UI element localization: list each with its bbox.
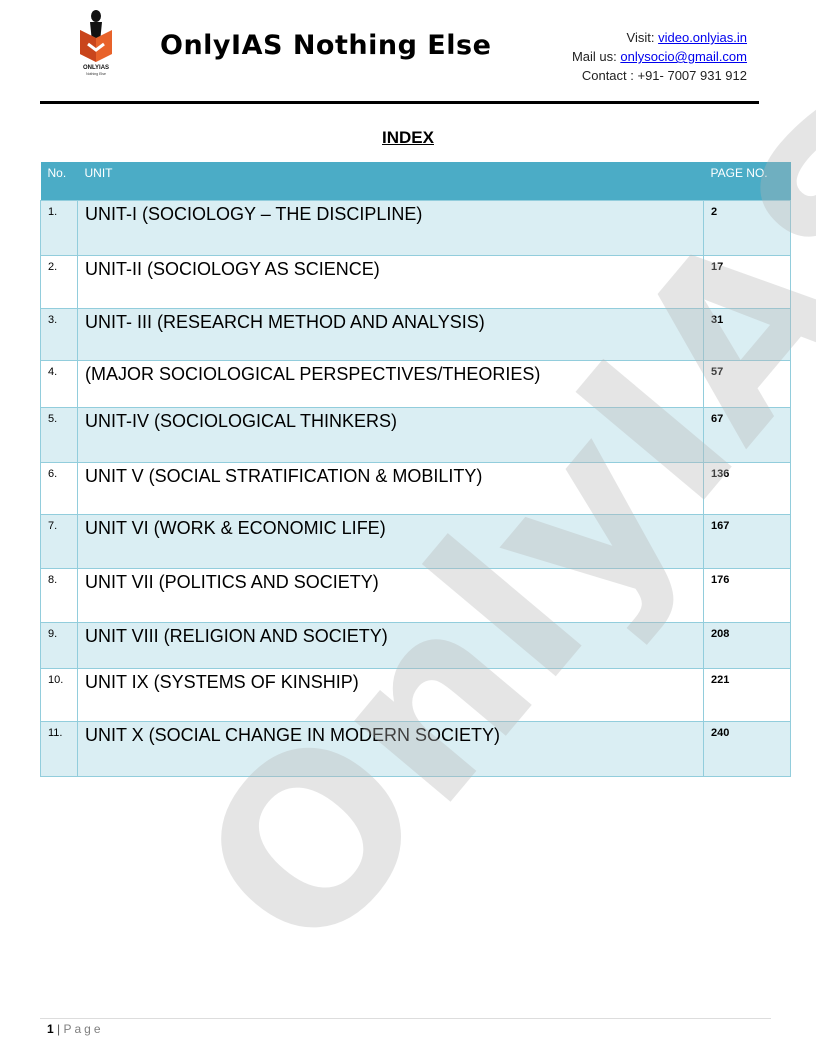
- row-number: 2.: [40, 255, 78, 309]
- row-number: 9.: [40, 622, 78, 669]
- page-title: INDEX: [382, 128, 434, 147]
- footer-divider: [40, 1018, 771, 1019]
- row-number: 4.: [40, 360, 78, 408]
- row-number: 3.: [40, 308, 78, 361]
- header-unit: UNIT: [77, 162, 704, 201]
- table-row: 11. UNIT X (SOCIAL CHANGE IN MODERN SOCIE…: [40, 721, 791, 777]
- contact-block: Visit: video.onlyias.in Mail us: onlysoc…: [572, 28, 747, 85]
- footer-separator: |: [53, 1022, 64, 1036]
- mail-link[interactable]: onlysocio@gmail.com: [620, 49, 747, 64]
- row-number: 11.: [40, 721, 78, 777]
- row-page: 221: [703, 668, 791, 722]
- page-word: Page: [63, 1022, 104, 1036]
- page-number: 1: [47, 1022, 54, 1036]
- row-number: 6.: [40, 462, 78, 515]
- row-page: 176: [703, 568, 791, 623]
- row-number: 7.: [40, 514, 78, 569]
- table-row: 8. UNIT VII (POLITICS AND SOCIETY) 176: [40, 568, 791, 623]
- row-page: 167: [703, 514, 791, 569]
- header-page: PAGE NO.: [703, 162, 791, 201]
- table-row: 9. UNIT VIII (RELIGION AND SOCIETY) 208: [40, 622, 791, 669]
- table-row: 10. UNIT IX (SYSTEMS OF KINSHIP) 221: [40, 668, 791, 722]
- row-unit: UNIT-I (SOCIOLOGY – THE DISCIPLINE): [77, 200, 704, 256]
- brand-title: OnlyIAS Nothing Else: [160, 30, 492, 61]
- row-unit: UNIT VII (POLITICS AND SOCIETY): [77, 568, 704, 623]
- visit-link[interactable]: video.onlyias.in: [658, 30, 747, 45]
- table-row: 5. UNIT-IV (SOCIOLOGICAL THINKERS) 67: [40, 407, 791, 463]
- table-row: 6. UNIT V (SOCIAL STRATIFICATION & MOBILI…: [40, 462, 791, 515]
- row-number: 8.: [40, 568, 78, 623]
- visit-label: Visit:: [626, 30, 659, 45]
- row-page: 67: [703, 407, 791, 463]
- row-page: 240: [703, 721, 791, 777]
- header-divider: [40, 101, 759, 104]
- table-row: 4. (MAJOR SOCIOLOGICAL PERSPECTIVES/THEOR…: [40, 360, 791, 408]
- row-number: 5.: [40, 407, 78, 463]
- row-unit: UNIT X (SOCIAL CHANGE IN MODERN SOCIETY): [77, 721, 704, 777]
- row-unit: (MAJOR SOCIOLOGICAL PERSPECTIVES/THEORIE…: [77, 360, 704, 408]
- row-unit: UNIT-IV (SOCIOLOGICAL THINKERS): [77, 407, 704, 463]
- row-number: 1.: [40, 200, 78, 256]
- logo-text: ONLYIAS: [83, 65, 109, 71]
- row-page: 2: [703, 200, 791, 256]
- index-table: No. UNIT PAGE NO. 1. UNIT-I (SOCIOLOGY – …: [40, 162, 791, 777]
- row-page: 17: [703, 255, 791, 309]
- mail-label: Mail us:: [571, 49, 621, 64]
- table-row: 7. UNIT VI (WORK & ECONOMIC LIFE) 167: [40, 514, 791, 569]
- table-row: 3. UNIT- III (RESEARCH METHOD AND ANALYSI…: [40, 308, 791, 361]
- table-header-row: No. UNIT PAGE NO.: [40, 162, 791, 201]
- row-unit: UNIT VIII (RELIGION AND SOCIETY): [77, 622, 704, 669]
- row-unit: UNIT-II (SOCIOLOGY AS SCIENCE): [77, 255, 704, 309]
- page-footer: 1 | Page: [47, 1022, 104, 1036]
- table-row: 1. UNIT-I (SOCIOLOGY – THE DISCIPLINE) 2: [40, 200, 791, 256]
- logo-tagline: Nothing Else: [86, 72, 106, 76]
- onlyias-logo: ONLYIAS Nothing Else: [80, 10, 112, 76]
- row-unit: UNIT- III (RESEARCH METHOD AND ANALYSIS): [77, 308, 704, 361]
- row-unit: UNIT VI (WORK & ECONOMIC LIFE): [77, 514, 704, 569]
- row-unit: UNIT IX (SYSTEMS OF KINSHIP): [77, 668, 704, 722]
- row-unit: UNIT V (SOCIAL STRATIFICATION & MOBILITY…: [77, 462, 704, 515]
- table-row: 2. UNIT-II (SOCIOLOGY AS SCIENCE) 17: [40, 255, 791, 309]
- row-page: 208: [703, 622, 791, 669]
- row-page: 31: [703, 308, 791, 361]
- contact-phone: Contact : +91- 7007 931 912: [581, 68, 747, 83]
- header-no: No.: [40, 162, 78, 201]
- row-number: 10.: [40, 668, 78, 722]
- row-page: 57: [703, 360, 791, 408]
- row-page: 136: [703, 462, 791, 515]
